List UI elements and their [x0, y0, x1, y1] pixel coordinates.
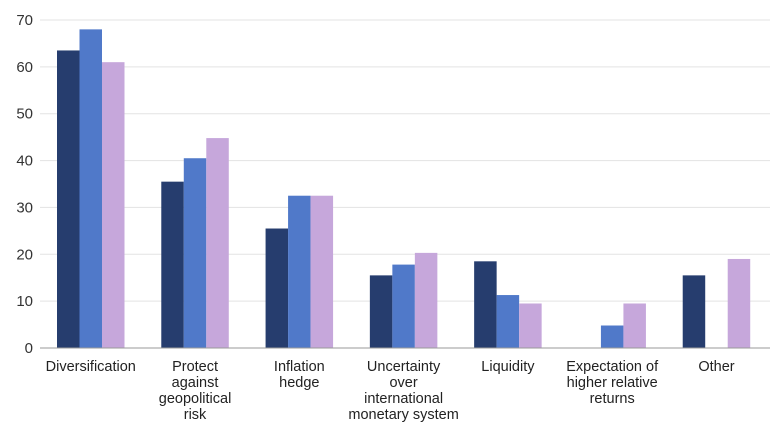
bar — [623, 303, 646, 348]
bar — [102, 62, 125, 349]
bar — [600, 325, 624, 348]
bar — [727, 258, 751, 348]
bar — [57, 50, 80, 348]
bar — [414, 252, 438, 348]
y-tick-label: 40 — [16, 153, 33, 170]
bar — [183, 158, 207, 348]
bar — [161, 181, 184, 348]
category-label: Uncertainty over international monetary sys… — [348, 359, 458, 423]
grid-lines — [40, 19, 770, 302]
bar — [369, 275, 393, 348]
category-labels: Diversification Protect against geopolitica… — [46, 359, 735, 423]
y-tick-label: 50 — [16, 106, 33, 123]
bars — [57, 29, 751, 349]
y-tick-label: 10 — [16, 293, 33, 310]
category-label: Liquidity — [481, 359, 535, 375]
bar — [682, 275, 706, 348]
bar — [206, 138, 229, 348]
bar — [496, 295, 520, 348]
y-tick-label: 0 — [25, 340, 33, 357]
bar — [265, 228, 289, 348]
bar — [392, 264, 415, 348]
bar — [519, 303, 542, 348]
y-tick-label: 30 — [16, 199, 33, 216]
category-label: Other — [698, 359, 734, 375]
bar — [474, 261, 497, 348]
y-axis-ticks: 0 10 20 30 40 50 60 70 — [16, 12, 33, 357]
category-label: Protect against geopolitical risk — [159, 359, 232, 423]
bar — [79, 29, 102, 348]
y-tick-label: 70 — [16, 12, 33, 29]
category-label: Expectation of higher relative returns — [566, 359, 659, 407]
y-tick-label: 60 — [16, 59, 33, 76]
bar — [288, 195, 311, 348]
y-tick-label: 20 — [16, 246, 33, 263]
bar — [310, 195, 334, 348]
category-label: Inflation hedge — [274, 359, 325, 391]
category-label: Diversification — [46, 359, 136, 375]
